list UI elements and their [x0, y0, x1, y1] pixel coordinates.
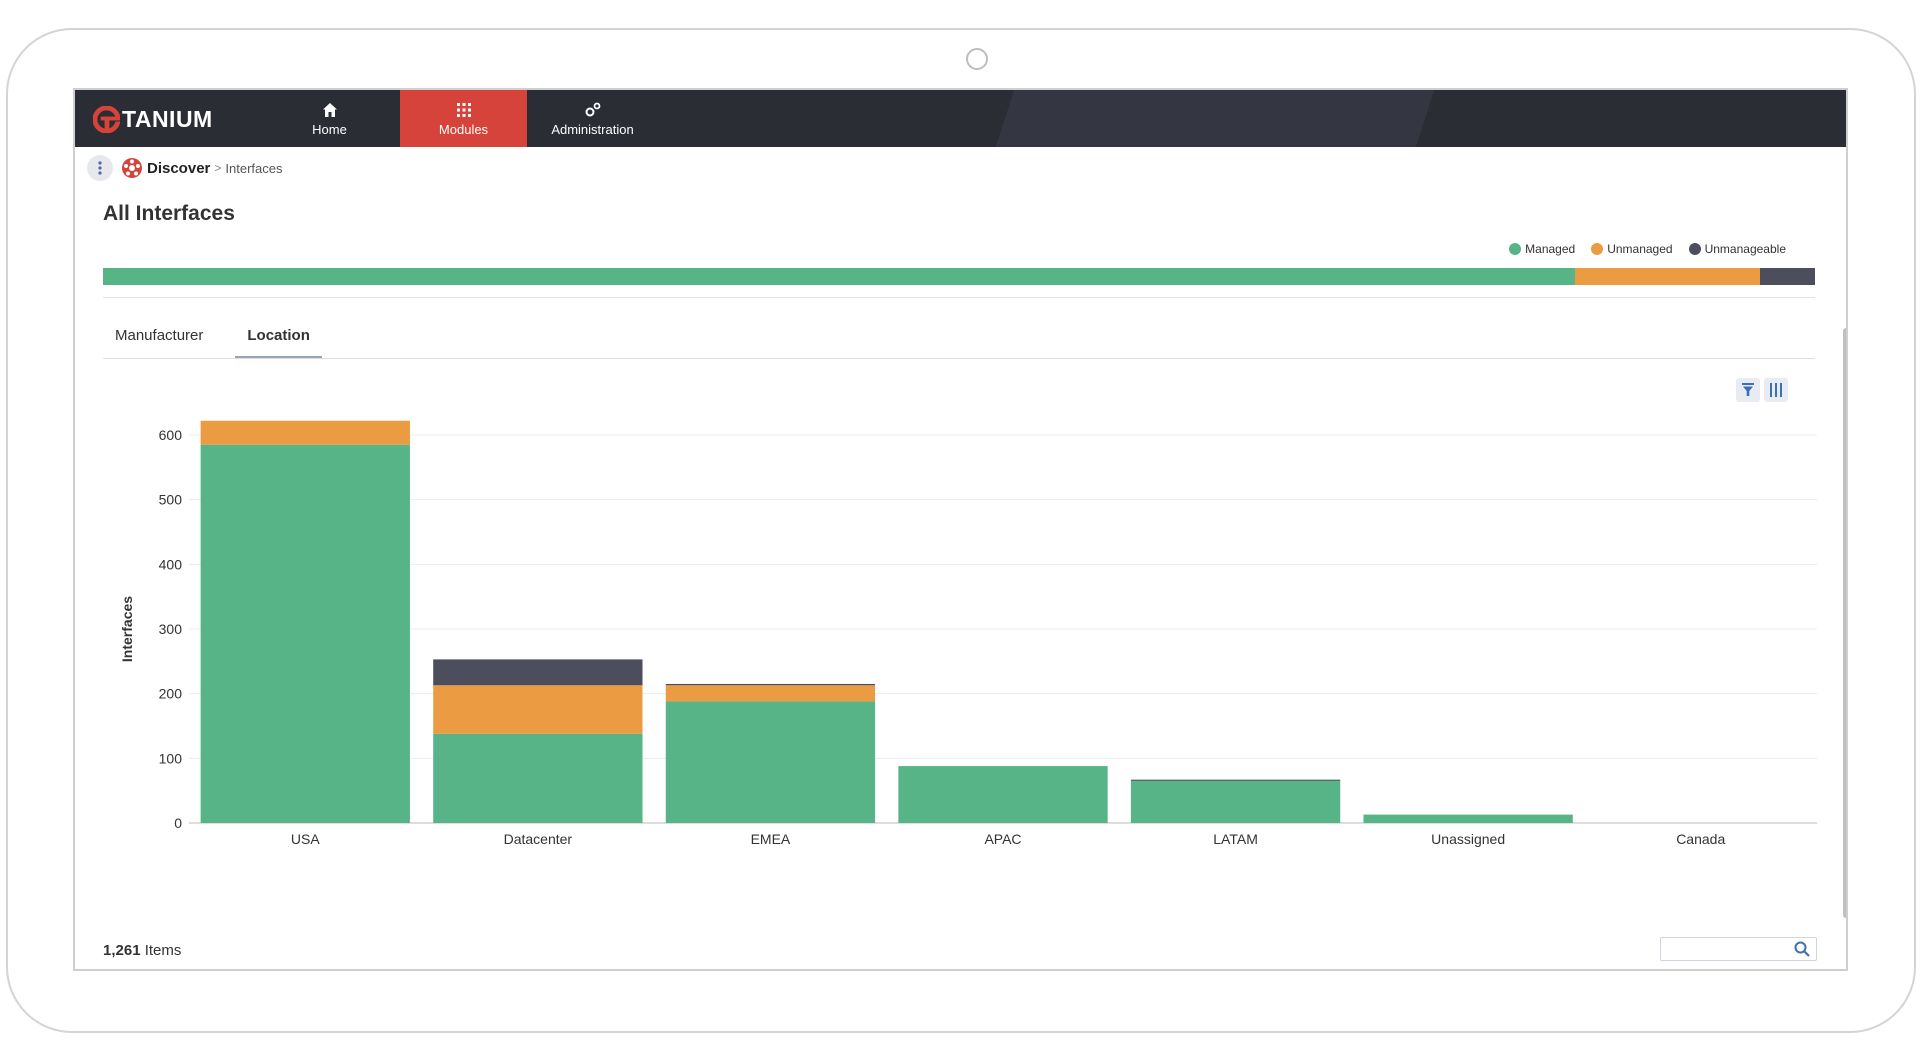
nav-administration-label: Administration: [551, 121, 634, 137]
tanium-logo-icon: [93, 105, 120, 133]
bar-managed-apac: [898, 766, 1108, 823]
y-tick-label: 100: [159, 750, 183, 766]
camera-icon: [966, 48, 988, 70]
discover-module-icon: [122, 158, 142, 178]
legend-unmanageable-label: Unmanageable: [1704, 242, 1786, 256]
x-tick-label: Canada: [1676, 831, 1725, 847]
legend-item-unmanaged[interactable]: Unmanaged: [1591, 242, 1673, 256]
grid-icon: [456, 101, 472, 119]
logo-text: TANIUM: [122, 105, 213, 132]
y-tick-label: 400: [159, 556, 183, 572]
legend-managed-label: Managed: [1525, 242, 1576, 256]
bar-unmanageable-datacenter: [433, 659, 643, 686]
legend: Managed Unmanaged Unmanageable: [1493, 242, 1786, 256]
y-tick-label: 500: [159, 492, 183, 508]
filter-button[interactable]: [1736, 378, 1760, 402]
divider: [103, 297, 1815, 298]
more-options-icon[interactable]: [87, 155, 113, 181]
legend-item-managed[interactable]: Managed: [1509, 242, 1575, 256]
breadcrumb: Discover > Interfaces: [87, 155, 282, 181]
x-tick-label: Datacenter: [504, 831, 573, 847]
breadcrumb-page: Interfaces: [225, 160, 283, 176]
items-count: 1,261 Items: [103, 942, 181, 959]
tanium-logo[interactable]: TANIUM: [93, 105, 213, 133]
x-tick-label: LATAM: [1213, 831, 1258, 847]
summary-unmanaged-segment[interactable]: [1575, 268, 1761, 285]
bar-managed-unassigned: [1363, 814, 1573, 823]
breadcrumb-module[interactable]: Discover: [147, 159, 211, 177]
bar-managed-usa: [200, 444, 410, 823]
y-tick-label: 600: [159, 427, 183, 443]
summary-unmanageable-segment[interactable]: [1760, 268, 1815, 285]
location-bar-chart: 0 100 200 300 400 500 600 Interfaces USA Datacent…: [119, 420, 1817, 847]
tab-manufacturer[interactable]: Manufacturer: [115, 327, 204, 344]
breadcrumb-separator: >: [214, 161, 222, 175]
bar-managed-emea: [665, 701, 876, 823]
nav-modules[interactable]: Modules: [400, 90, 527, 147]
x-tick-label: EMEA: [751, 831, 791, 847]
columns-icon: [1770, 383, 1782, 397]
items-count-value: 1,261: [103, 942, 141, 959]
unmanaged-dot: [1591, 243, 1604, 255]
y-tick-label: 200: [159, 686, 183, 702]
filter-icon: [1742, 383, 1754, 396]
summary-managed-segment[interactable]: [103, 268, 1576, 285]
bar-managed-latam: [1130, 780, 1341, 823]
bar-managed-datacenter: [433, 733, 643, 823]
y-tick-label: 300: [159, 621, 183, 637]
x-tick-label: Unassigned: [1431, 831, 1505, 847]
tabs-divider: [103, 358, 1815, 359]
unmanageable-dot: [1688, 243, 1701, 255]
y-tick-label: 0: [174, 815, 182, 831]
nav-administration[interactable]: Administration: [529, 90, 656, 147]
nav-home[interactable]: Home: [266, 90, 393, 147]
home-icon: [322, 101, 338, 119]
columns-button[interactable]: [1764, 378, 1788, 402]
summary-bar: [103, 268, 1815, 285]
y-axis-label: Interfaces: [119, 596, 135, 662]
bar-unmanaged-usa: [200, 420, 410, 445]
top-navigation: TANIUM Home Modules: [75, 90, 1846, 147]
bar-unmanageable-emea: [665, 683, 876, 686]
x-tick-label: APAC: [984, 831, 1021, 847]
app-screen: TANIUM Home Modules: [73, 88, 1848, 971]
bar-unmanaged-datacenter: [433, 685, 643, 734]
gears-icon: [584, 101, 602, 119]
tab-bar: Manufacturer Location: [103, 326, 322, 359]
bar-unmanageable-latam: [1130, 779, 1341, 781]
page-title: All Interfaces: [103, 202, 235, 225]
x-tick-label: USA: [291, 831, 320, 847]
search-icon[interactable]: [1794, 941, 1810, 957]
nav-modules-label: Modules: [438, 121, 489, 137]
nav-home-label: Home: [312, 121, 347, 137]
search-input[interactable]: [1660, 937, 1817, 961]
legend-unmanaged-label: Unmanaged: [1607, 242, 1673, 256]
tab-location[interactable]: Location: [235, 326, 322, 359]
vertical-scrollbar[interactable]: [1843, 328, 1846, 918]
bar-unmanaged-emea: [665, 685, 876, 702]
managed-dot: [1509, 243, 1522, 255]
items-count-label: Items: [144, 942, 182, 959]
legend-item-unmanageable[interactable]: Unmanageable: [1688, 242, 1786, 256]
